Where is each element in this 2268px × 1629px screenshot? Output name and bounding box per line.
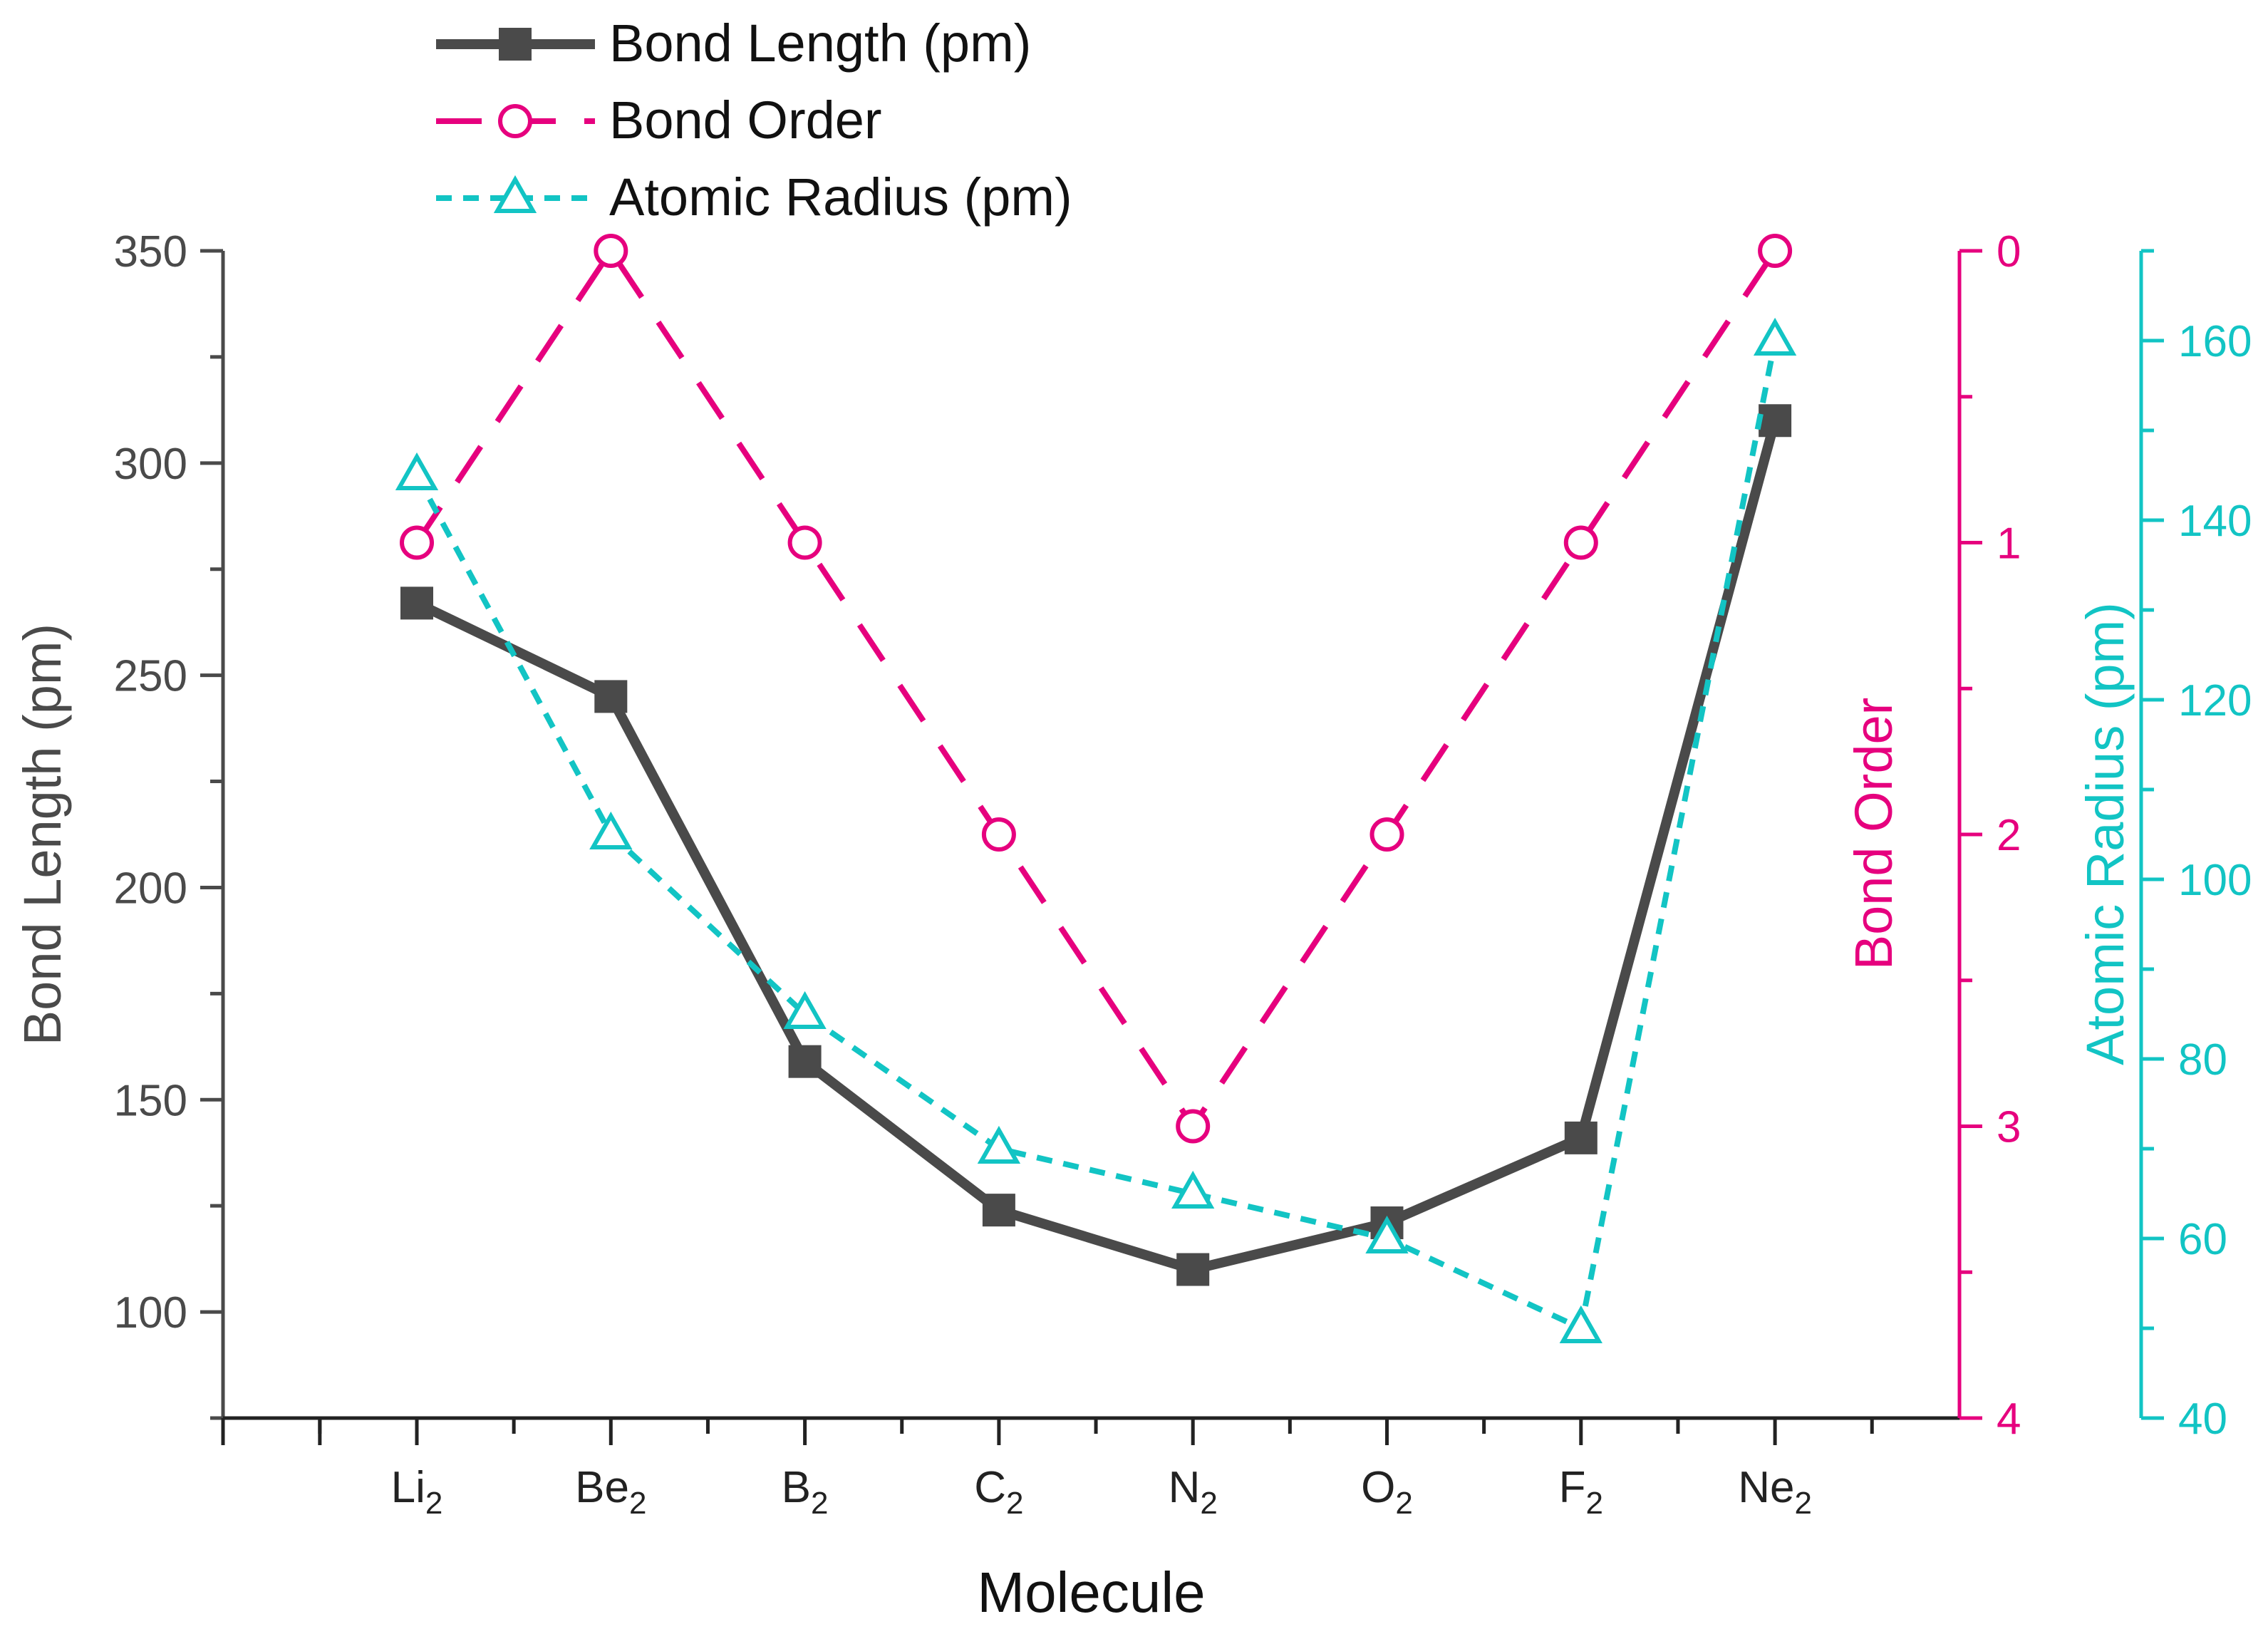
x-axis-tick-label: O2: [1361, 1463, 1413, 1521]
data-point: [788, 1045, 822, 1078]
x-axis-tick-label: F2: [1559, 1463, 1603, 1521]
data-point: [400, 525, 434, 560]
right-axis-atomic-radius-tick-label: 80: [2178, 1035, 2227, 1085]
series-line: [414, 340, 1778, 1331]
series-line: [414, 248, 1778, 1129]
data-point: [1563, 525, 1598, 560]
legend-item: Bond Order: [436, 90, 882, 150]
data-point: [787, 525, 822, 560]
right-axis-bond-order-tick-label: 3: [1997, 1103, 2021, 1152]
data-point: [1369, 817, 1404, 852]
x-axis-tick-label: B2: [782, 1463, 829, 1521]
legend-swatch-marker: [493, 175, 537, 213]
legend-item: Atomic Radius (pm): [436, 167, 1072, 227]
data-point: [1559, 1305, 1602, 1343]
data-point: [783, 991, 827, 1029]
data-point: [982, 1194, 1015, 1227]
data-point: [1365, 1215, 1409, 1253]
right-axis-bond-order-tick-label: 2: [1997, 811, 2021, 860]
legend-swatch-marker: [498, 104, 532, 138]
right-axis-atomic-radius-tick-label: 120: [2178, 676, 2252, 725]
axes: 100 150 200 250 300 350 Bond Length (pm) Li2 Be2…: [13, 227, 2252, 1624]
right-axis-bond-order-tick-label: 4: [1997, 1395, 2021, 1444]
data-point: [977, 1125, 1021, 1164]
left-axis-tick-label: 300: [114, 440, 187, 489]
data-point: [981, 817, 1016, 852]
right-axis-bond-order-tick-label: 0: [1997, 227, 2021, 276]
right-axis-atomic-radius-tick-label: 60: [2178, 1215, 2227, 1264]
data-point: [1758, 234, 1793, 268]
right-axis-atomic-radius-tick-label: 140: [2178, 497, 2252, 546]
data-point: [1171, 1170, 1215, 1209]
data-point: [589, 811, 633, 849]
right-axis-bond-order-title: Bond Order: [1844, 698, 1903, 971]
x-axis-tick-label: Be2: [575, 1463, 646, 1521]
data-point: [1753, 317, 1797, 356]
x-axis-tick-label: Ne2: [1738, 1463, 1812, 1521]
right-axis-atomic-radius-tick-label: 160: [2178, 317, 2252, 366]
series-atomic-radius-pm: [395, 317, 1797, 1343]
legend-label: Atomic Radius (pm): [609, 167, 1072, 227]
series-bond-order: [400, 234, 1793, 1144]
x-axis-tick-label: C2: [974, 1463, 1023, 1521]
legend-label: Bond Order: [609, 90, 882, 150]
data-point: [594, 680, 628, 713]
series-layer: [395, 234, 1797, 1343]
x-axis-title: Molecule: [977, 1561, 1205, 1624]
left-axis-tick-label: 100: [114, 1288, 187, 1338]
left-axis-title: Bond Length (pm): [13, 624, 72, 1045]
legend-swatch-marker: [499, 28, 532, 61]
left-axis-tick-label: 150: [114, 1076, 187, 1125]
left-axis-tick-label: 200: [114, 864, 187, 913]
data-point: [395, 452, 439, 490]
x-axis-tick-label: Li2: [391, 1463, 443, 1521]
right-axis-atomic-radius-tick-label: 40: [2178, 1395, 2227, 1444]
data-point: [594, 234, 628, 268]
data-point: [1176, 1253, 1210, 1286]
data-point: [400, 586, 433, 620]
legend-label: Bond Length (pm): [609, 14, 1031, 73]
left-axis-tick-label: 250: [114, 652, 187, 701]
data-point: [1176, 1109, 1211, 1144]
legend-item: Bond Length (pm): [436, 14, 1031, 73]
left-axis-tick-label: 350: [114, 227, 187, 276]
right-axis-atomic-radius-title: Atomic Radius (pm): [2076, 602, 2135, 1065]
x-axis-tick-label: N2: [1169, 1463, 1218, 1521]
right-axis-bond-order-tick-label: 1: [1997, 519, 2021, 569]
series-bond-length-pm: [400, 404, 1792, 1286]
series-line: [414, 419, 1780, 1275]
data-point: [1759, 404, 1792, 438]
right-axis-atomic-radius-tick-label: 100: [2178, 856, 2252, 905]
data-point: [1564, 1121, 1598, 1154]
legend: Bond Length (pm) Bond Order Atomic Radius …: [436, 14, 1072, 227]
